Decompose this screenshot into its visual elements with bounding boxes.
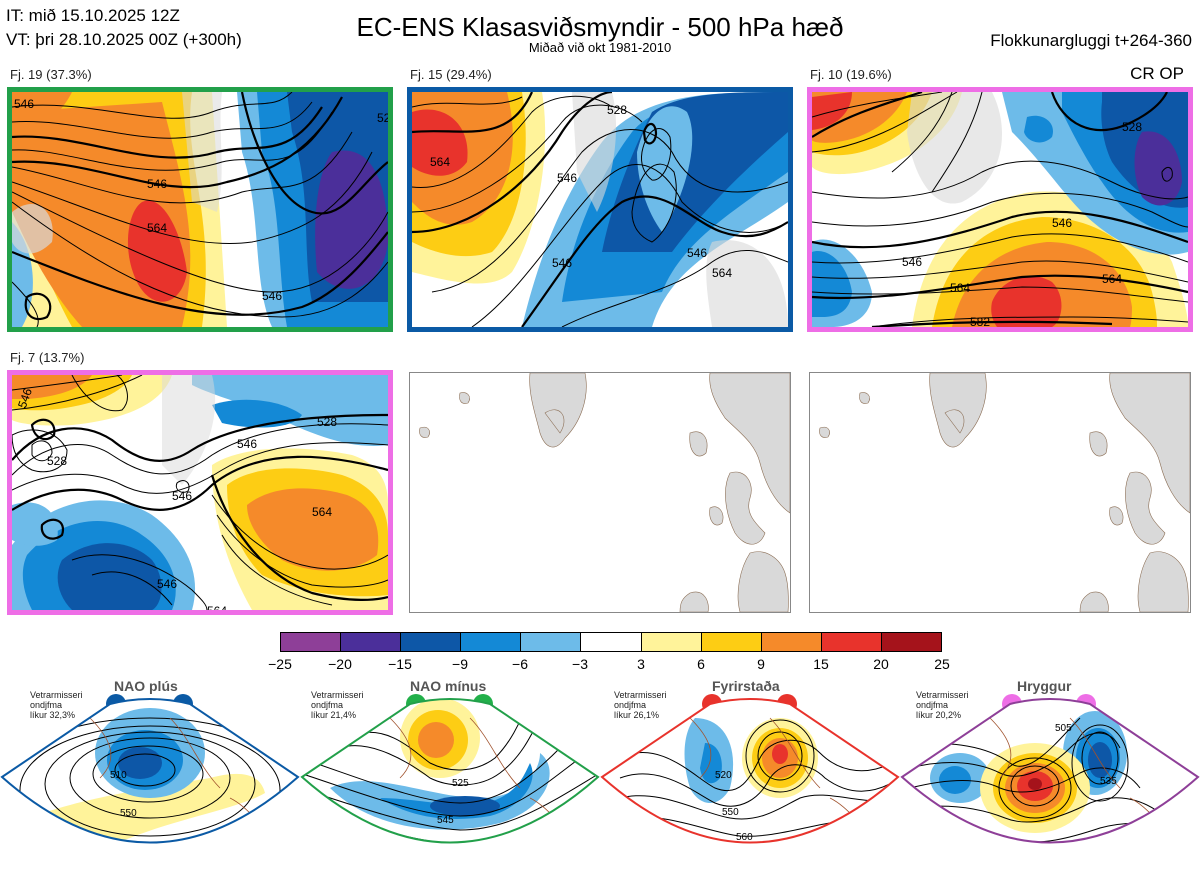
colorbar-segment bbox=[341, 633, 402, 651]
contour-label: 546 bbox=[157, 577, 177, 591]
colorbar-tick-label: −15 bbox=[388, 656, 412, 672]
regime-note: Vetrarmisseri ondjfma líkur 21,4% bbox=[311, 690, 364, 720]
colorbar-segment bbox=[701, 633, 762, 651]
contour-label: 546 bbox=[147, 177, 167, 191]
regime-blocking: Fyrirstaða Vetrarmisseri ondjfma líkur 26,… bbox=[600, 678, 900, 868]
contour-label: 546 bbox=[237, 437, 257, 451]
regime-contour-label: 535 bbox=[1100, 776, 1117, 787]
colorbar-tick-label: 15 bbox=[813, 656, 829, 672]
regime-contour-label: 550 bbox=[120, 808, 137, 819]
panel-2-label: Fj. 15 (29.4%) bbox=[410, 67, 492, 82]
cluster-map-4: 546 528 546 528 546 564 546 564 bbox=[7, 370, 393, 615]
regime-contour-label: 525 bbox=[452, 778, 469, 789]
cluster-map-1: 546 546 564 546 528 bbox=[7, 87, 393, 332]
classification-window: Flokkunargluggi t+264-360 bbox=[990, 31, 1192, 50]
contour-label: 528 bbox=[377, 111, 388, 125]
regime-contour-label: 545 bbox=[437, 815, 454, 826]
regime-contour-label: 550 bbox=[722, 807, 739, 818]
contour-label: 528 bbox=[607, 103, 627, 117]
regime-ridge: Hryggur Vetrarmisseri ondjfma líkur 20,2% bbox=[900, 678, 1200, 868]
contour-label: 546 bbox=[15, 386, 35, 410]
colorbar-tick-label: 9 bbox=[757, 656, 765, 672]
valid-time: VT: þri 28.10.2025 00Z (+300h) bbox=[6, 30, 242, 49]
regime-title: NAO plús bbox=[114, 678, 178, 694]
colorbar bbox=[280, 632, 942, 652]
contour-label: 564 bbox=[312, 505, 332, 519]
contour-label: 564 bbox=[950, 281, 970, 295]
colorbar-segment bbox=[881, 633, 942, 651]
contour-label: 546 bbox=[14, 97, 34, 111]
contour-label: 564 bbox=[430, 155, 450, 169]
page-subtitle: Miðað við okt 1981-2010 bbox=[528, 40, 672, 55]
regime-contour-label: 520 bbox=[715, 770, 732, 781]
contour-label: 546 bbox=[262, 289, 282, 303]
colorbar-segment bbox=[281, 633, 342, 651]
contour-label: 582 bbox=[970, 315, 990, 327]
regime-title: NAO mínus bbox=[410, 678, 487, 694]
colorbar-segment bbox=[401, 633, 462, 651]
regime-contour-label: 510 bbox=[110, 770, 127, 781]
regime-nao-minus: NAO mínus Vetrarmisseri ondjfma líkur 21,4… bbox=[300, 678, 600, 868]
colorbar-segment bbox=[581, 633, 642, 651]
colorbar-segment bbox=[821, 633, 882, 651]
contour-label: 528 bbox=[317, 415, 337, 429]
empty-map-2 bbox=[809, 372, 1191, 613]
regime-contour-label: 565 bbox=[445, 850, 462, 861]
regime-nao-plus: NAO plús Vetrarmisseri ondjfma líkur 32,3% bbox=[0, 678, 300, 868]
contour-label: 546 bbox=[1052, 216, 1072, 230]
contour-label: 546 bbox=[552, 256, 572, 270]
colorbar-segment bbox=[521, 633, 582, 651]
colorbar-tick-label: −3 bbox=[572, 656, 588, 672]
regime-note: Vetrarmisseri ondjfma líkur 20,2% bbox=[916, 690, 969, 720]
colorbar-segment bbox=[461, 633, 522, 651]
colorbar-tick-label: 6 bbox=[697, 656, 705, 672]
colorbar-tick-label: 20 bbox=[873, 656, 889, 672]
colorbar-tick-label: −6 bbox=[512, 656, 528, 672]
colorbar-tick-label: −20 bbox=[328, 656, 352, 672]
colorbar-tick-label: −9 bbox=[452, 656, 468, 672]
cluster-map-2: 564 528 546 546 564 546 bbox=[407, 87, 793, 332]
panel-1-label: Fj. 19 (37.3%) bbox=[10, 67, 92, 82]
contour-label: 564 bbox=[712, 266, 732, 280]
contour-label: 564 bbox=[207, 604, 227, 610]
colorbar-segment bbox=[641, 633, 702, 651]
regime-contour-label: 505 bbox=[1055, 723, 1072, 734]
contour-label: 546 bbox=[687, 246, 707, 260]
panel-4-label: Fj. 7 (13.7%) bbox=[10, 350, 85, 365]
contour-label: 528 bbox=[47, 454, 67, 468]
contour-label: 546 bbox=[557, 171, 577, 185]
regime-note: Vetrarmisseri ondjfma líkur 26,1% bbox=[614, 690, 667, 720]
empty-map-1 bbox=[409, 372, 791, 613]
cluster-map-3: 546 528 546 564 582 564 bbox=[807, 87, 1193, 332]
contour-label: 564 bbox=[1102, 272, 1122, 286]
contour-label: 564 bbox=[147, 221, 167, 235]
contour-label: 528 bbox=[1122, 120, 1142, 134]
regime-title: Fyrirstaða bbox=[712, 678, 780, 694]
contour-label: 546 bbox=[902, 255, 922, 269]
regime-note: Vetrarmisseri ondjfma líkur 32,3% bbox=[30, 690, 83, 720]
colorbar-tick-label: −25 bbox=[268, 656, 292, 672]
initial-time: IT: mið 15.10.2025 12Z bbox=[6, 6, 180, 25]
panel-3-label: Fj. 10 (19.6%) bbox=[810, 67, 892, 82]
regime-title: Hryggur bbox=[1017, 678, 1072, 694]
contour-label: 546 bbox=[172, 489, 192, 503]
page-title: EC-ENS Klasasviðsmyndir - 500 hPa hæð bbox=[356, 12, 844, 42]
colorbar-tick-label: 25 bbox=[934, 656, 950, 672]
colorbar-segment bbox=[761, 633, 822, 651]
cr-op-label: CR OP bbox=[1130, 64, 1184, 83]
colorbar-tick-label: 3 bbox=[637, 656, 645, 672]
regime-contour-label: 560 bbox=[736, 832, 753, 843]
